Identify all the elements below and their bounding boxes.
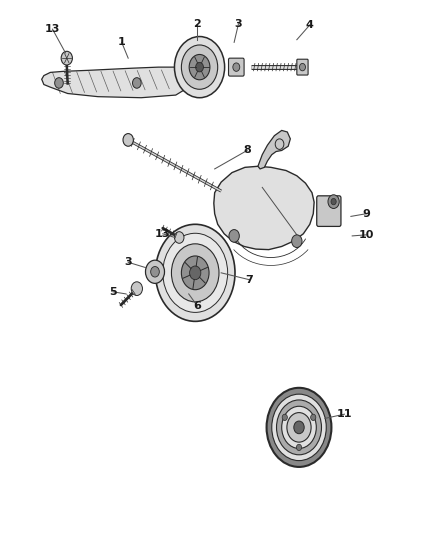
Text: 2: 2 [194,19,201,29]
Circle shape [174,232,184,243]
Circle shape [163,233,228,312]
Circle shape [282,414,287,421]
Text: 3: 3 [124,257,132,267]
Text: 7: 7 [245,274,253,285]
FancyBboxPatch shape [229,58,244,76]
Circle shape [174,37,225,98]
Circle shape [233,63,240,71]
Circle shape [181,256,209,290]
Circle shape [155,224,235,321]
Text: 13: 13 [45,24,60,34]
Polygon shape [42,67,191,98]
Circle shape [123,134,134,146]
Circle shape [133,78,141,88]
Circle shape [145,260,165,284]
Circle shape [61,51,72,65]
Circle shape [276,400,321,455]
Text: 11: 11 [337,409,352,419]
Text: 1: 1 [118,37,126,47]
Circle shape [171,244,219,302]
Circle shape [292,235,302,247]
Circle shape [294,421,304,434]
Circle shape [131,282,142,295]
Text: 8: 8 [243,146,251,156]
Circle shape [55,78,64,88]
Polygon shape [214,166,314,249]
Circle shape [196,62,203,72]
Circle shape [287,413,311,442]
Circle shape [189,54,210,80]
Text: 3: 3 [235,19,242,29]
Circle shape [181,45,218,90]
Polygon shape [258,131,290,169]
Text: 10: 10 [358,230,374,240]
Circle shape [331,198,336,205]
FancyBboxPatch shape [317,196,341,227]
Text: 9: 9 [362,209,370,219]
Text: 6: 6 [194,301,201,311]
Circle shape [267,388,332,467]
FancyBboxPatch shape [297,59,308,75]
Text: 4: 4 [306,20,314,30]
Circle shape [328,195,339,208]
Circle shape [272,394,326,461]
Circle shape [282,406,316,448]
Circle shape [190,266,201,280]
Circle shape [297,444,302,450]
Circle shape [151,266,159,277]
Circle shape [311,414,316,421]
Text: 5: 5 [109,287,117,297]
Text: 13: 13 [155,229,170,239]
Circle shape [229,230,239,242]
Circle shape [300,63,305,71]
